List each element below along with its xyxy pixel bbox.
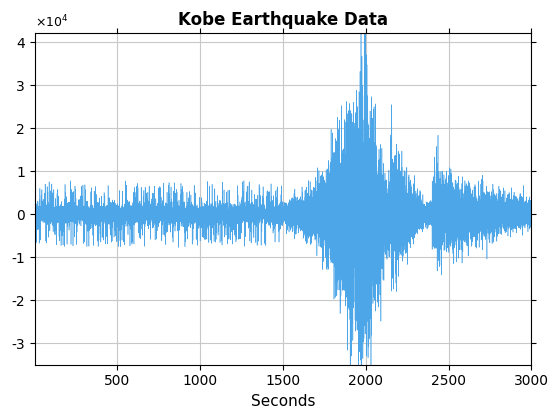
Text: $\times10^4$: $\times10^4$: [35, 13, 68, 30]
Title: Kobe Earthquake Data: Kobe Earthquake Data: [178, 11, 388, 29]
X-axis label: Seconds: Seconds: [251, 394, 315, 409]
